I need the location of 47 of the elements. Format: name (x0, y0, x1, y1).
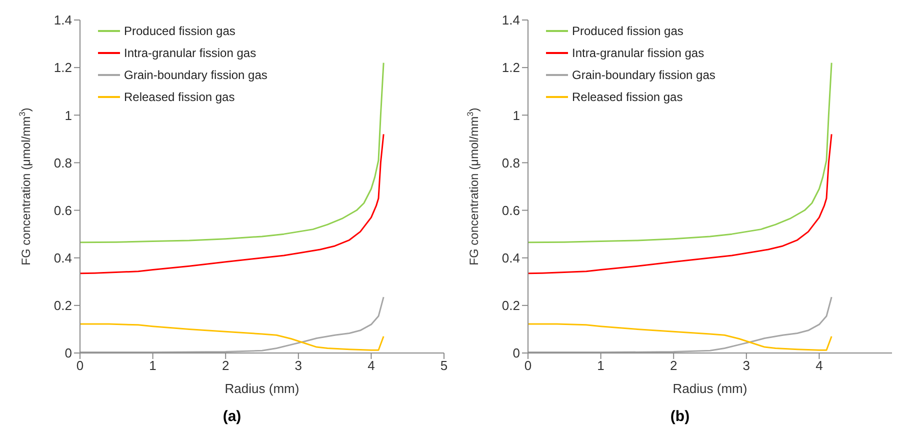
text: (b) (669, 408, 691, 425)
legend-label: Grain-boundary fission gas (572, 67, 716, 84)
legend-label: Released fission gas (124, 89, 235, 106)
y-tick-label: 0.4 (54, 250, 72, 266)
y-tick-label: 0 (512, 346, 520, 361)
y-tick-label: 0 (64, 346, 72, 361)
y-tick-label: 0.4 (502, 250, 520, 266)
line-series (80, 296, 384, 353)
line-series (80, 133, 384, 274)
x-tick-label: 1 (149, 358, 156, 374)
y-tick-label: 1 (64, 108, 72, 123)
y-tick-label: 0.2 (502, 298, 520, 314)
legend-label: Grain-boundary fission gas (124, 67, 268, 84)
x-tick-label: 0 (524, 358, 532, 374)
x-axis-title: Radius (mm) (224, 381, 300, 396)
x-tick-label: 5 (440, 358, 448, 374)
y-tick-label: 0.2 (54, 298, 72, 314)
legend-label: Produced fission gas (572, 23, 684, 40)
text: (a) (222, 408, 242, 425)
x-axis-title: Radius (mm) (672, 381, 748, 396)
x-tick-label: 1 (597, 358, 604, 374)
y-tick-label: 1.2 (54, 60, 72, 76)
y-tick-label: 1.4 (502, 12, 520, 28)
legend-label: Produced fission gas (124, 23, 236, 40)
line-series (80, 62, 384, 244)
y-tick-label: 0.6 (54, 202, 72, 218)
legend-label: Intra-granular fission gas (572, 45, 704, 62)
y-tick-label: 1.2 (502, 60, 520, 76)
line-series (80, 323, 384, 351)
x-tick-label: 4 (368, 358, 375, 374)
line-series (528, 323, 832, 351)
x-tick-label: 3 (742, 358, 750, 374)
y-tick-label: 1.4 (54, 12, 72, 28)
y-tick-label: 1 (512, 108, 520, 123)
x-tick-label: 2 (222, 358, 230, 374)
x-tick-label: 0 (76, 358, 84, 374)
x-tick-label: 4 (816, 358, 823, 374)
y-tick-label: 0.8 (54, 155, 72, 170)
x-tick-label: 3 (294, 358, 302, 374)
legend-label: Intra-granular fission gas (124, 45, 256, 62)
line-series (528, 133, 832, 274)
x-tick-label: 2 (670, 358, 678, 374)
line-series (528, 62, 832, 244)
legend-label: Released fission gas (572, 89, 683, 106)
line-series (528, 296, 832, 353)
y-tick-label: 0.6 (502, 202, 520, 218)
y-tick-label: 0.8 (502, 155, 520, 170)
